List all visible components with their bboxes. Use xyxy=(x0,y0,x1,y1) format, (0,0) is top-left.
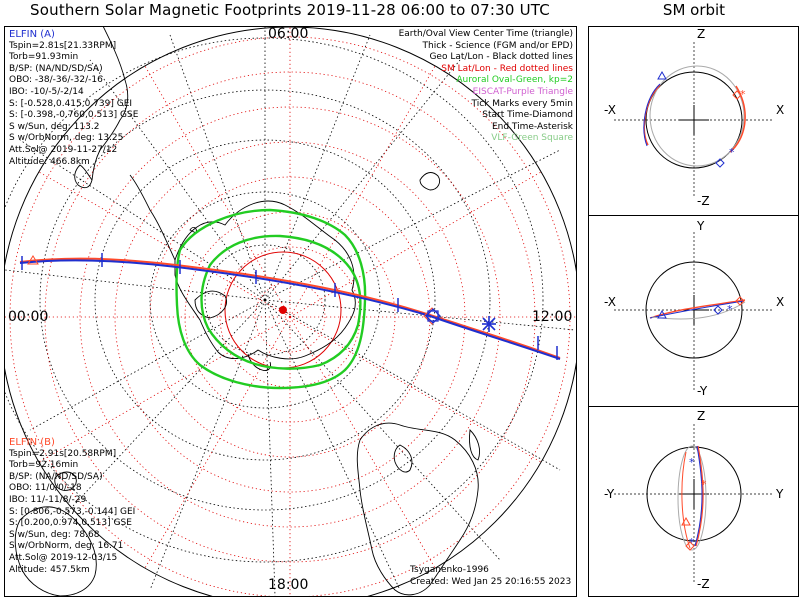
sat-b-line: S w/OrbNorm, deg: 16.71 xyxy=(9,541,124,552)
legend-item: End Time-Asterisk xyxy=(491,121,573,132)
legend-item: EISCAT-Purple Triangle xyxy=(472,86,573,97)
sat-a-line: S w/OrbNorm, deg: 13.25 xyxy=(9,133,124,144)
svg-text:*: * xyxy=(727,303,733,316)
sat-a-line: Att.Sol@ 2019-11-27/12 xyxy=(9,144,118,155)
track-elfin-b xyxy=(19,257,561,359)
legend-item: SM Lat/Lon - Red dotted lines xyxy=(441,63,573,74)
orbit1-left-label: -X xyxy=(604,103,616,117)
south-america-coast xyxy=(91,27,129,181)
auroral-oval xyxy=(175,208,367,390)
clock-label-right: 12:00 xyxy=(532,309,573,325)
clock-label-left: 00:00 xyxy=(8,309,49,325)
track-markers-a xyxy=(425,308,441,324)
sat-a-line: S w/Sun, deg: 113.2 xyxy=(9,121,100,132)
orbit2-bottom-label: -Y xyxy=(697,384,708,398)
sat-a-line: S: [-0.528,0.415,0.739] GEI xyxy=(9,98,133,109)
sat-b-line: Tspin=2.91s[20.58RPM] xyxy=(9,448,117,459)
orbit1-bottom-label: -Z xyxy=(697,194,710,208)
sat-b-line: Att.Sol@ 2019-12-03/15 xyxy=(9,552,118,563)
sat-b-info: ELFIN (B) Tspin=2.91s[20.58RPM] Torb=92.… xyxy=(9,437,135,576)
orbit-panel-xz: * * xyxy=(614,42,774,196)
sat-a-info: ELFIN (A) Tspin=2.81s[21.33RPM] Torb=91.… xyxy=(9,29,138,168)
track-ticks xyxy=(21,253,558,360)
orbit3-bottom-label: -Z xyxy=(697,577,710,591)
new-zealand-coast xyxy=(469,429,481,461)
sat-a-line: Altitude: 466.8km xyxy=(9,156,90,167)
orbit-frame xyxy=(588,26,799,597)
svg-text:*: * xyxy=(689,536,695,549)
orbit-panel-title: SM orbit xyxy=(662,1,726,19)
svg-text:*: * xyxy=(729,146,735,159)
legend-item: Tick Marks every 5min xyxy=(471,98,573,109)
orbit1-top-label: Z xyxy=(697,27,706,41)
sat-a-line: B/SP: (NA/ND/SD/SA) xyxy=(9,63,103,74)
sat-a-line: IBO: -10/-5/-2/14 xyxy=(9,86,84,97)
sat-b-line: S: [0.200,0.974,0.513] GSE xyxy=(9,518,132,529)
sat-b-line: B/SP: (NA/ND/SD/SA) xyxy=(9,471,103,482)
sat-b-line: OBO: 11/0/0/-18 xyxy=(9,483,82,494)
legend-item: VLF-Green Square xyxy=(491,133,573,144)
orbit3-right-label: Y xyxy=(776,487,784,501)
svg-text:*: * xyxy=(689,456,695,469)
orbit1-right-label: X xyxy=(776,103,785,117)
clock-label-top: 06:00 xyxy=(268,26,309,42)
model-credit: Tsyganenko-1996 xyxy=(410,565,489,575)
auroral-oval-outer xyxy=(175,208,367,390)
created-timestamp: Created: Wed Jan 25 20:16:55 2023 xyxy=(410,577,572,587)
australia-coast xyxy=(356,422,479,596)
sm-pole-marker xyxy=(279,306,287,314)
clock-label-bottom: 18:00 xyxy=(268,577,309,593)
plot-title: Southern Solar Magnetic Footprints 2019-… xyxy=(30,1,550,19)
antarctic-peninsula xyxy=(129,174,176,261)
orbit2-left-label: -X xyxy=(604,295,616,309)
orbit-panel-yz: * * * xyxy=(614,424,774,584)
sat-b-line: S w/Sun, deg: 78.68 xyxy=(9,529,100,540)
sat-b-label: ELFIN (B) xyxy=(9,437,55,448)
sat-b-line: S: [0.806,-0.573,-0.144] GEI xyxy=(9,506,136,517)
track-markers-b xyxy=(27,255,441,325)
orbit3-left-label: -Y xyxy=(604,487,615,501)
orbit3-top-label: Z xyxy=(697,409,706,423)
sat-b-line: IBO: 11/-11/8/-29 xyxy=(9,494,87,505)
svg-text:*: * xyxy=(740,88,746,101)
svg-text:*: * xyxy=(701,478,707,491)
africa-coast xyxy=(14,506,97,596)
sat-a-line: Tspin=2.81s[21.33RPM] xyxy=(9,40,117,51)
orbit2-right-label: X xyxy=(776,295,785,309)
sat-a-line: S: [-0.398,-0.760,0.513] GSE xyxy=(9,110,139,121)
legend: Earth/Oval View Center Time (triangle) T… xyxy=(399,29,573,145)
sat-b-line: Altitude: 457.5km xyxy=(9,564,90,575)
sat-a-label: ELFIN (A) xyxy=(9,29,55,40)
legend-item: Start Time-Diamond xyxy=(482,110,573,121)
legend-item: Auroral Oval-Green, kp=2 xyxy=(456,75,573,86)
map-frame xyxy=(4,26,577,597)
orbit-panel-xy: * xyxy=(614,232,774,390)
legend-item: Earth/Oval View Center Time (triangle) xyxy=(398,29,573,39)
end-asterisk-a xyxy=(482,316,496,332)
antarctica-coast xyxy=(174,200,356,360)
legend-item: Geo Lat/Lon - Black dotted lines xyxy=(429,52,573,63)
sat-a-line: Torb=91.93min xyxy=(9,52,79,63)
legend-item: Thick - Science (FGM and/or EPD) xyxy=(422,40,573,51)
orbit2-top-label: Y xyxy=(697,219,705,233)
sat-a-line: OBO: -38/-36/-32/-16 xyxy=(9,75,103,86)
map-content xyxy=(5,27,576,596)
auroral-oval-inner xyxy=(200,234,362,370)
sat-b-line: Torb=92.16min xyxy=(9,460,79,471)
track-elfin-a xyxy=(19,259,561,360)
